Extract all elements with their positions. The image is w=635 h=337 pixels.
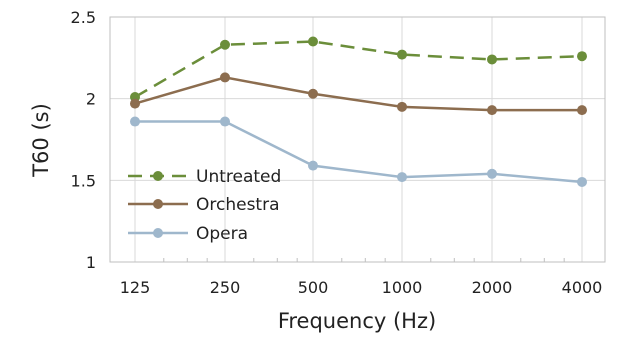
y-tick-label: 2.5 bbox=[71, 8, 96, 27]
data-point bbox=[487, 54, 497, 65]
x-tick-label: 500 bbox=[298, 278, 329, 297]
legend: Untreated Orchestra Opera bbox=[128, 167, 281, 244]
data-point bbox=[308, 88, 318, 99]
data-point bbox=[308, 160, 318, 171]
x-tick-label: 4000 bbox=[562, 278, 603, 297]
series-line bbox=[135, 120, 583, 184]
series-line bbox=[134, 40, 583, 99]
legend-item: Orchestra bbox=[128, 195, 280, 215]
data-point bbox=[308, 36, 318, 47]
y-tick-label: 1.5 bbox=[71, 171, 96, 190]
data-point bbox=[130, 116, 140, 127]
data-point bbox=[577, 176, 587, 187]
y-tick-label: 2 bbox=[86, 90, 96, 109]
x-tick-label: 1000 bbox=[382, 278, 423, 297]
data-point bbox=[397, 49, 407, 60]
y-tick-label: 1 bbox=[86, 253, 96, 272]
legend-swatch-marker bbox=[153, 171, 163, 181]
series-untreated bbox=[130, 36, 587, 103]
data-point bbox=[220, 72, 230, 83]
series-opera bbox=[130, 116, 587, 187]
legend-item: Opera bbox=[128, 224, 248, 244]
data-point bbox=[220, 116, 230, 127]
data-point bbox=[577, 51, 587, 62]
data-point bbox=[487, 168, 497, 179]
legend-item: Untreated bbox=[128, 167, 281, 187]
grid bbox=[110, 16, 605, 263]
data-point bbox=[220, 39, 230, 50]
y-axis-label: T60 (s) bbox=[29, 103, 53, 178]
data-point bbox=[577, 105, 587, 116]
data-point bbox=[130, 98, 140, 109]
legend-label: Orchestra bbox=[196, 195, 280, 215]
x-tick-label: 250 bbox=[210, 278, 241, 297]
data-point bbox=[397, 101, 407, 112]
plot-frame bbox=[109, 16, 606, 263]
series-orchestra bbox=[130, 72, 587, 116]
series-layer bbox=[130, 36, 587, 187]
data-point bbox=[397, 172, 407, 183]
series-line bbox=[134, 76, 582, 112]
data-point bbox=[487, 105, 497, 116]
legend-swatch-marker bbox=[153, 228, 163, 238]
x-tick-label: 125 bbox=[120, 278, 151, 297]
legend-label: Opera bbox=[196, 224, 248, 244]
y-tick-labels: 1 1.5 2 2.5 bbox=[71, 8, 96, 272]
x-tick-labels: 125 250 500 1000 2000 4000 bbox=[120, 278, 603, 297]
legend-label: Untreated bbox=[196, 167, 281, 187]
x-axis-label: Frequency (Hz) bbox=[278, 309, 436, 333]
legend-swatch-marker bbox=[153, 199, 163, 209]
x-tick-label: 2000 bbox=[472, 278, 513, 297]
